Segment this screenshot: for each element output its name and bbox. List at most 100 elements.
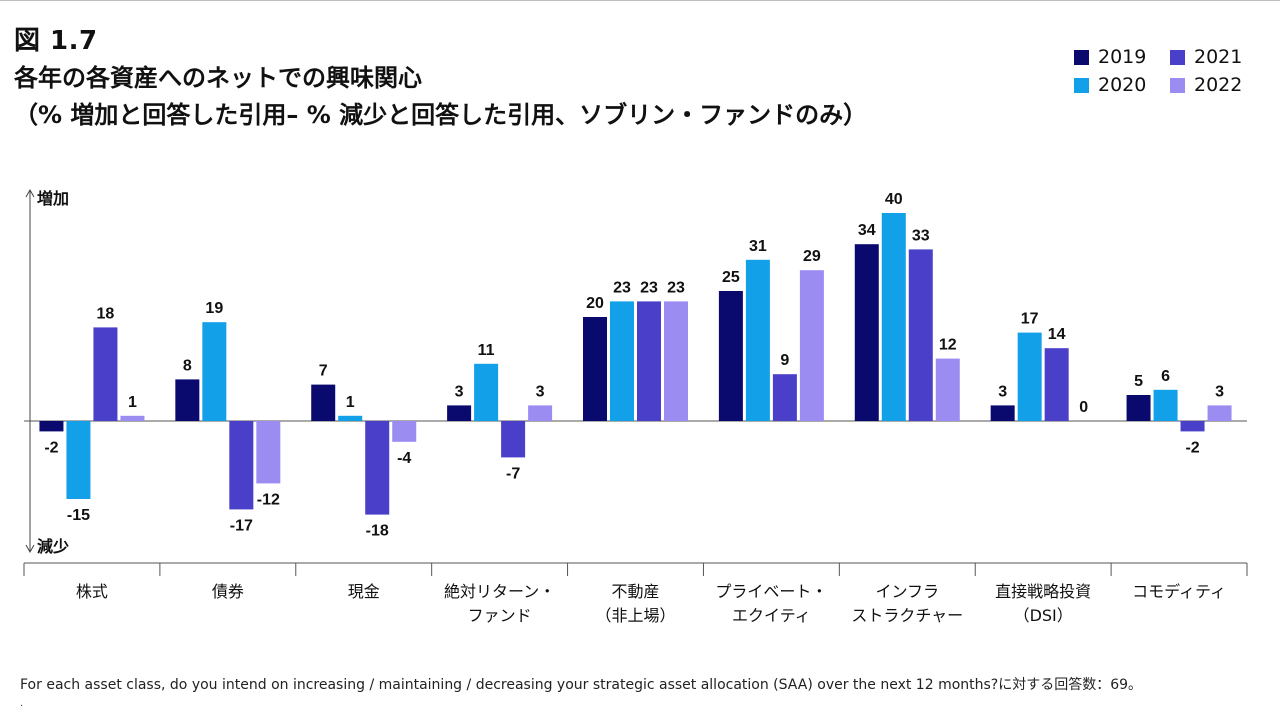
bar-2022-cat-2 (392, 421, 417, 442)
value-label-2020-cat-8: 6 (1161, 368, 1170, 385)
bar-2019-cat-8 (1126, 395, 1151, 421)
bar-2020-cat-6 (881, 213, 906, 421)
value-label-2022-cat-1: -12 (257, 491, 280, 508)
legend-item-2019: 2019 (1074, 46, 1146, 68)
value-label-2020-cat-0: -15 (67, 507, 90, 524)
chart-subtitle: （% 増加と回答した引用– % 減少と回答した引用、ソブリン・ファンドのみ） (14, 101, 868, 129)
legend-swatch-2021 (1170, 49, 1185, 65)
footnote: For each asset class, do you intend on i… (20, 677, 1143, 693)
legend-label-2022: 2022 (1194, 74, 1243, 96)
bar-2021-cat-8 (1180, 421, 1205, 432)
value-label-2020-cat-6: 40 (885, 191, 903, 208)
value-label-2019-cat-4: 20 (586, 295, 604, 312)
value-label-2020-cat-5: 31 (749, 238, 767, 255)
value-label-2019-cat-8: 5 (1134, 373, 1143, 390)
bar-2021-cat-3 (501, 421, 526, 458)
value-label-2020-cat-7: 17 (1021, 311, 1039, 328)
value-label-2021-cat-4: 23 (640, 279, 658, 296)
category-label: ストラクチャー (851, 606, 963, 625)
legend-item-2021: 2021 (1170, 46, 1242, 68)
category-label: 直接戦略投資 (995, 582, 1091, 601)
value-label-2021-cat-7: 14 (1048, 326, 1066, 343)
bar-2021-cat-5 (772, 374, 797, 421)
top-rule (0, 0, 1280, 1)
value-label-2020-cat-1: 19 (205, 300, 223, 317)
legend-swatch-2019 (1074, 49, 1089, 65)
bar-2021-cat-1 (229, 421, 254, 510)
value-label-2021-cat-5: 9 (780, 352, 789, 369)
category-label: プライベート・ (715, 582, 827, 601)
value-label-2020-cat-4: 23 (613, 279, 631, 296)
category-label: ファンド (468, 606, 532, 625)
y-axis-arrow-down (25, 544, 35, 554)
legend-swatch-2020 (1074, 77, 1089, 93)
value-label-2020-cat-3: 11 (478, 342, 495, 359)
value-label-2019-cat-1: 8 (183, 357, 192, 374)
bar-2021-cat-6 (908, 249, 933, 421)
y-axis-arrow-up (25, 188, 35, 198)
bar-2021-cat-2 (365, 421, 390, 515)
legend-label-2020: 2020 (1098, 74, 1147, 96)
legend-label-2021: 2021 (1194, 46, 1243, 68)
figure-label: 図 1.7 (14, 26, 98, 56)
value-label-2022-cat-2: -4 (397, 450, 411, 467)
value-label-2022-cat-5: 29 (803, 248, 821, 265)
category-labels-group: 株式 債券 現金 絶対リターン・ファンド 不動産 （非上場） プライベート・エクイティ インフ… (76, 582, 1226, 625)
value-label-2021-cat-3: -7 (506, 465, 520, 482)
footnote-mark: . (20, 698, 24, 709)
chart-title: 各年の各資産へのネットでの興味関心 (14, 64, 422, 92)
value-label-2020-cat-2: 1 (346, 394, 355, 411)
bar-2020-cat-4 (610, 301, 634, 421)
bar-2019-cat-7 (990, 405, 1015, 421)
category-label: エクイティ (732, 606, 811, 625)
bar-2020-cat-2 (338, 415, 363, 421)
value-label-2021-cat-8: -2 (1185, 439, 1199, 456)
bar-2022-cat-8 (1207, 405, 1232, 421)
value-label-2022-cat-8: 3 (1215, 383, 1224, 400)
value-label-2019-cat-0: -2 (44, 439, 58, 456)
category-label: 現金 (348, 582, 380, 601)
value-label-2019-cat-5: 25 (722, 269, 740, 286)
bar-2022-cat-6 (935, 358, 960, 421)
category-label: 債券 (212, 582, 244, 601)
bar-2020-cat-8 (1153, 389, 1178, 421)
bar-2020-cat-3 (474, 363, 499, 421)
legend-label-2019: 2019 (1098, 46, 1147, 68)
legend-item-2020: 2020 (1074, 74, 1146, 96)
bar-2020-cat-0 (66, 421, 91, 499)
bar-2019-cat-2 (311, 384, 336, 421)
bar-2020-cat-5 (745, 259, 770, 421)
value-label-2019-cat-3: 3 (455, 383, 464, 400)
legend-swatch-2022 (1170, 77, 1185, 93)
value-label-2021-cat-1: -17 (230, 517, 253, 534)
value-label-2022-cat-6: 12 (939, 337, 957, 354)
value-label-2021-cat-2: -18 (366, 523, 389, 540)
bar-2022-cat-3 (528, 405, 553, 421)
y-top-label: 増加 (37, 189, 69, 208)
category-label: インフラ (876, 582, 940, 601)
value-label-2019-cat-2: 7 (319, 363, 328, 380)
value-label-2019-cat-7: 3 (998, 383, 1007, 400)
value-label-2022-cat-7: 0 (1079, 399, 1088, 416)
value-label-2022-cat-0: 1 (128, 394, 137, 411)
bar-2022-cat-1 (256, 421, 281, 484)
value-label-2021-cat-0: 18 (97, 305, 115, 322)
bar-2021-cat-0 (93, 327, 118, 421)
bar-2019-cat-6 (854, 244, 879, 421)
bar-2022-cat-0 (120, 415, 145, 421)
bar-2020-cat-1 (202, 322, 227, 421)
value-label-2021-cat-6: 33 (912, 227, 930, 244)
category-label: 絶対リターン・ (444, 582, 555, 601)
bar-2019-cat-0 (39, 421, 64, 432)
bars-group (39, 213, 1232, 515)
bar-2019-cat-5 (718, 291, 743, 421)
bar-2019-cat-1 (175, 379, 200, 421)
category-label: コモディティ (1132, 582, 1226, 601)
value-label-2022-cat-4: 23 (667, 279, 685, 296)
value-label-2022-cat-3: 3 (536, 383, 545, 400)
category-label: （DSI） (1014, 606, 1073, 625)
category-label: 株式 (76, 582, 108, 601)
bar-2022-cat-5 (799, 270, 824, 421)
category-label: （非上場） (595, 606, 675, 625)
